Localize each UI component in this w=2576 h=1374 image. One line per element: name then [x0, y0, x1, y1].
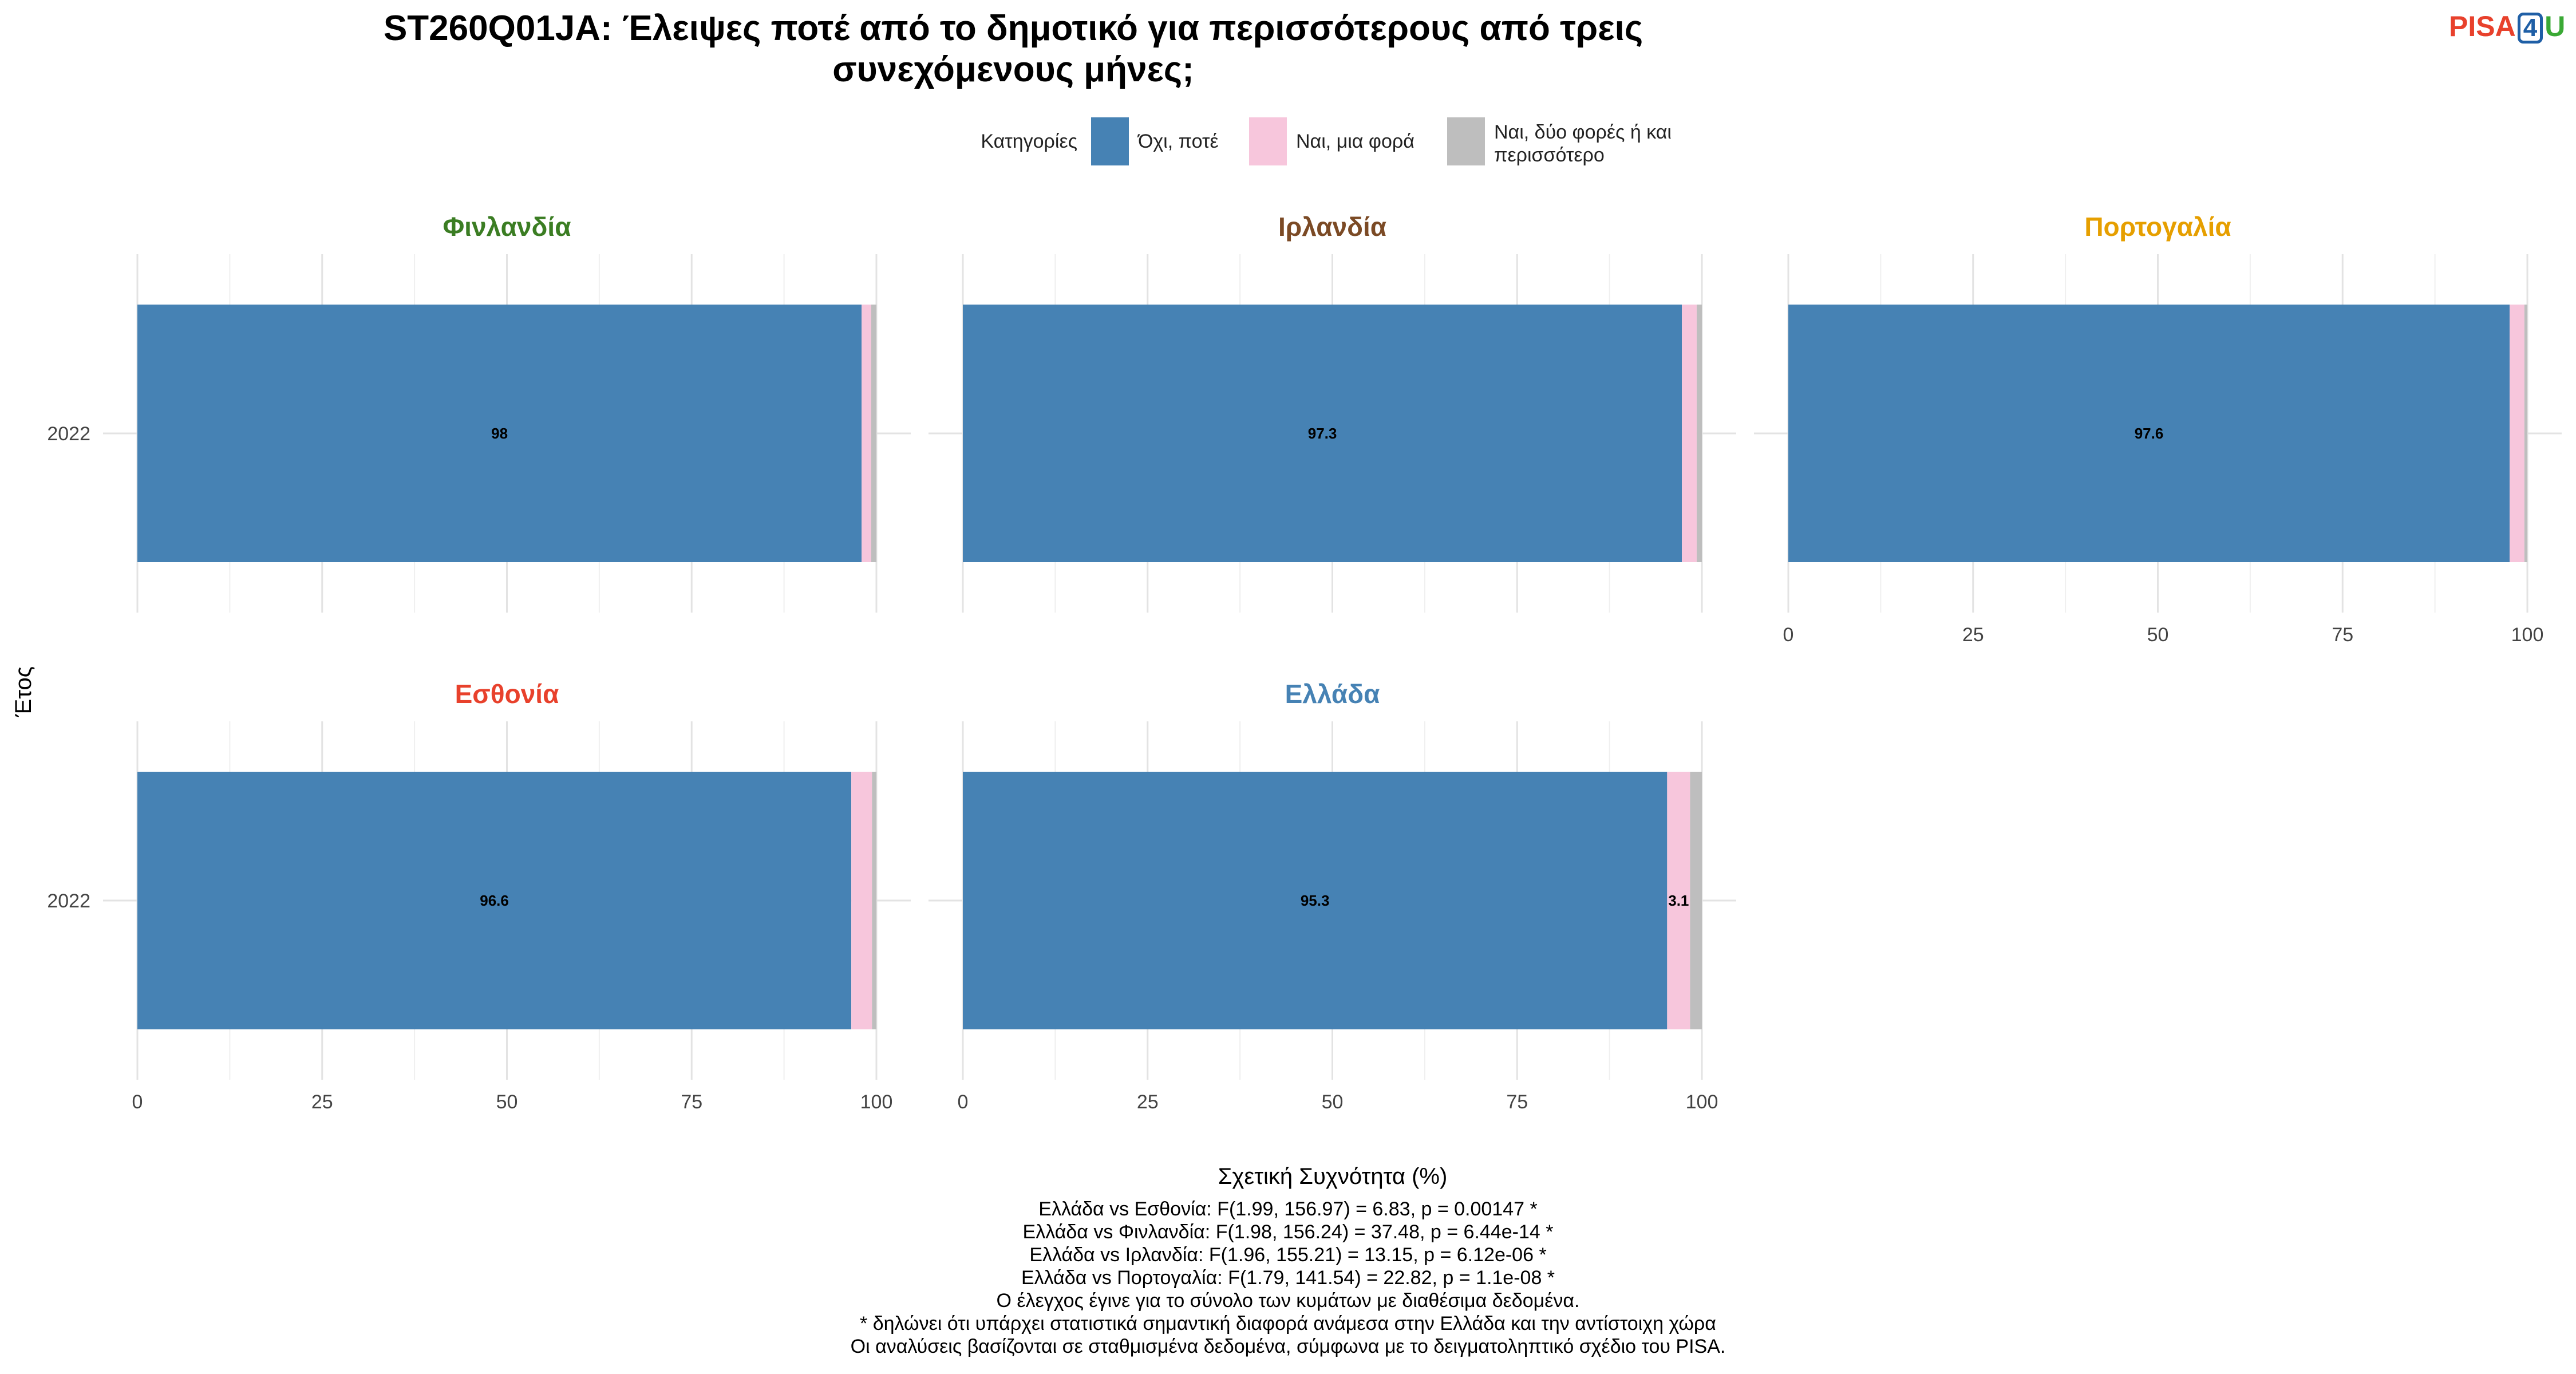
x-tick-label: 100 — [860, 1091, 893, 1113]
x-tick-label: 50 — [496, 1091, 518, 1113]
facet-panel: Πορτογαλία 97.6 0 25 50 75 100 — [1754, 212, 2562, 646]
logo-text-u: U — [2545, 10, 2566, 42]
pisa4u-logo: PISA 4 U — [2449, 9, 2565, 44]
chart-title-line-1: ST260Q01JA: Έλειψες ποτέ από το δημοτικό… — [383, 9, 1643, 48]
bar-segment-once — [1682, 305, 1697, 562]
x-tick-label: 25 — [311, 1091, 333, 1113]
bar-segment-never — [963, 305, 1682, 562]
x-tick-label: 100 — [1686, 1091, 1718, 1113]
legend-label: Όχι, ποτέ — [1137, 131, 1219, 152]
x-tick-label: 50 — [2147, 624, 2169, 646]
bar-segment-twice-or-more — [871, 305, 876, 562]
facet-panel: Εσθονία 96.6 2022 0 25 50 75 100 — [47, 679, 911, 1113]
data-label: 95.3 — [1301, 892, 1330, 909]
data-label: 97.3 — [1308, 425, 1337, 442]
data-label: 96.6 — [480, 892, 509, 909]
footnote-line: Ελλάδα vs Φινλανδία: F(1.98, 156.24) = 3… — [1022, 1221, 1554, 1243]
footnote-line: Ο έλεγχος έγινε για το σύνολο των κυμάτω… — [996, 1290, 1580, 1312]
legend-title: Κατηγορίες — [981, 131, 1077, 152]
legend-key — [1447, 117, 1485, 165]
x-tick-label: 0 — [1783, 624, 1794, 646]
legend-key — [1249, 117, 1287, 165]
footnote-line: Ελλάδα vs Εσθονία: F(1.99, 156.97) = 6.8… — [1038, 1198, 1538, 1220]
facet-title: Εσθονία — [455, 679, 559, 709]
logo-text-pisa: PISA — [2449, 10, 2516, 42]
bar-segment-once — [2510, 305, 2524, 562]
data-label: 98 — [491, 425, 508, 442]
y-tick-label: 2022 — [47, 890, 90, 912]
facet-title: Πορτογαλία — [2084, 212, 2231, 242]
footnote-line: Ελλάδα vs Ιρλανδία: F(1.96, 155.21) = 13… — [1029, 1244, 1547, 1266]
bar-segment-twice-or-more — [1690, 772, 1702, 1029]
bar-segment-once — [862, 305, 871, 562]
logo-text-4: 4 — [2517, 13, 2543, 44]
x-tick-label: 25 — [1962, 624, 1984, 646]
x-tick-label: 50 — [1322, 1091, 1344, 1113]
y-tick-label: 2022 — [47, 423, 90, 445]
facet-title: Ιρλανδία — [1278, 212, 1386, 242]
data-label: 97.6 — [2135, 425, 2164, 442]
footnotes: Ελλάδα vs Εσθονία: F(1.99, 156.97) = 6.8… — [0, 1198, 2576, 1358]
x-tick-label: 75 — [1506, 1091, 1528, 1113]
legend-label: Ναι, μια φορά — [1296, 131, 1415, 152]
footnote-line: * δηλώνει ότι υπάρχει στατιστικά σημαντι… — [860, 1313, 1716, 1334]
x-tick-label: 75 — [2332, 624, 2353, 646]
x-tick-label: 25 — [1137, 1091, 1159, 1113]
bar-segment-never — [1788, 305, 2510, 562]
x-axis-title: Σχετική Συχνότητα (%) — [1218, 1164, 1448, 1189]
x-tick-label: 0 — [958, 1091, 969, 1113]
chart-title: ST260Q01JA: Έλειψες ποτέ από το δημοτικό… — [0, 8, 2026, 90]
x-tick-label: 100 — [2511, 624, 2544, 646]
bar-segment-twice-or-more — [2524, 305, 2527, 562]
facet-panel: Ιρλανδία 97.3 — [929, 212, 1736, 613]
legend-label: Ναι, δύο φορές ή και — [1494, 121, 1672, 143]
bar-segment-twice-or-more — [872, 772, 876, 1029]
bar-segment-never — [963, 772, 1668, 1029]
x-tick-label: 0 — [132, 1091, 143, 1113]
legend: Κατηγορίες Όχι, ποτέ Ναι, μια φορά Ναι, δύο… — [981, 117, 1672, 166]
facet-title: Ελλάδα — [1285, 679, 1380, 709]
bar-segment-once — [1667, 772, 1690, 1029]
data-label: 3.1 — [1668, 892, 1689, 909]
facet-panel: Ελλάδα 95.3 3.1 0 25 50 75 100 — [929, 679, 1736, 1113]
y-axis-title: Έτος — [11, 666, 36, 717]
chart-title-line-2: συνεχόμενους μήνες; — [832, 50, 1194, 89]
footnote-line: Οι αναλύσεις βασίζονται σε σταθμισμένα δ… — [850, 1336, 1726, 1357]
facet-title: Φινλανδία — [443, 212, 571, 242]
bar-segment-once — [851, 772, 872, 1029]
legend-label: περισσότερο — [1494, 144, 1605, 166]
bar-segment-never — [137, 305, 862, 562]
footnote-line: Ελλάδα vs Πορτογαλία: F(1.79, 141.54) = … — [1021, 1267, 1555, 1289]
facet-panel: Φινλανδία 98 2022 — [47, 212, 911, 613]
bar-segment-twice-or-more — [1696, 305, 1702, 562]
legend-key — [1091, 117, 1129, 165]
x-tick-label: 75 — [681, 1091, 702, 1113]
bar-segment-never — [137, 772, 852, 1029]
